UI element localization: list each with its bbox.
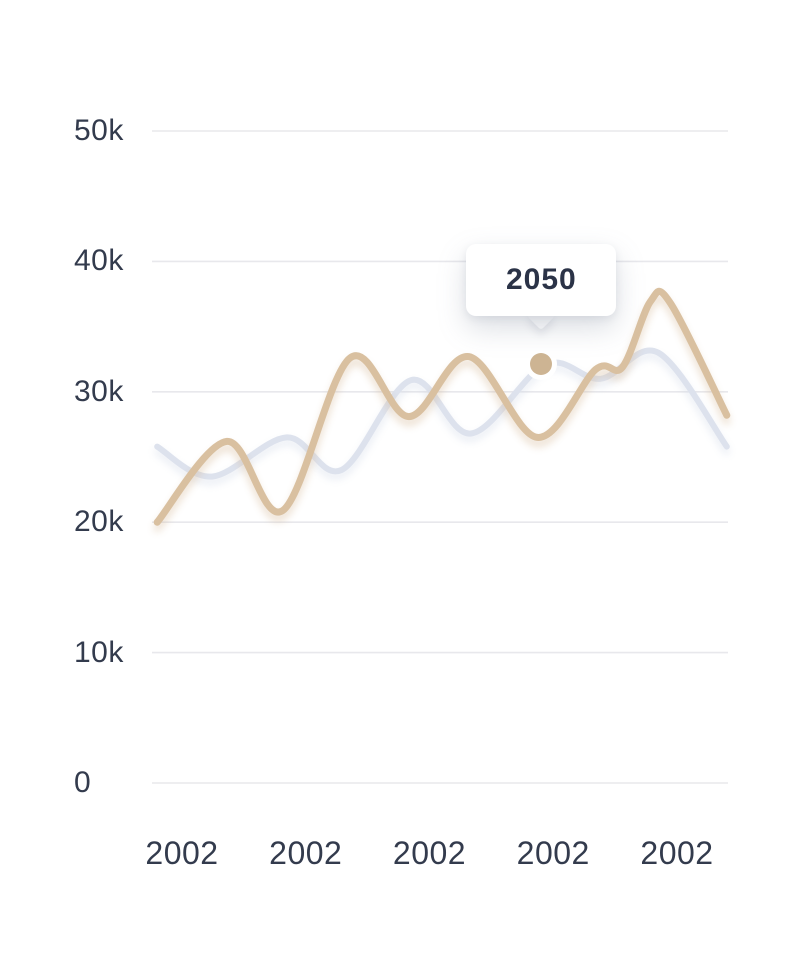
x-tick-label-0: 2002 [145, 835, 219, 871]
series-line-primary[interactable] [153, 287, 731, 526]
y-tick-label-3: 20k [74, 505, 124, 539]
y-tick-label-0: 50k [74, 114, 124, 147]
y-tick-label-2: 30k [74, 374, 124, 408]
x-tick-label-1: 2002 [269, 835, 343, 871]
y-tick-label-1: 40k [74, 244, 124, 278]
tooltip-value: 2050 [506, 263, 577, 297]
x-tick-label-4: 2002 [640, 835, 714, 871]
series-line-secondary[interactable] [154, 347, 730, 480]
data-point-marker[interactable] [530, 353, 553, 376]
y-tick-label-4: 10k [74, 635, 124, 669]
tooltip: 2050 [466, 244, 617, 317]
series-group [153, 287, 731, 526]
x-tick-label-2: 2002 [392, 835, 467, 871]
y-tick-label-5: 0 [74, 766, 92, 799]
gridlines-group [152, 130, 728, 784]
x-tick-label-3: 2002 [516, 835, 590, 871]
